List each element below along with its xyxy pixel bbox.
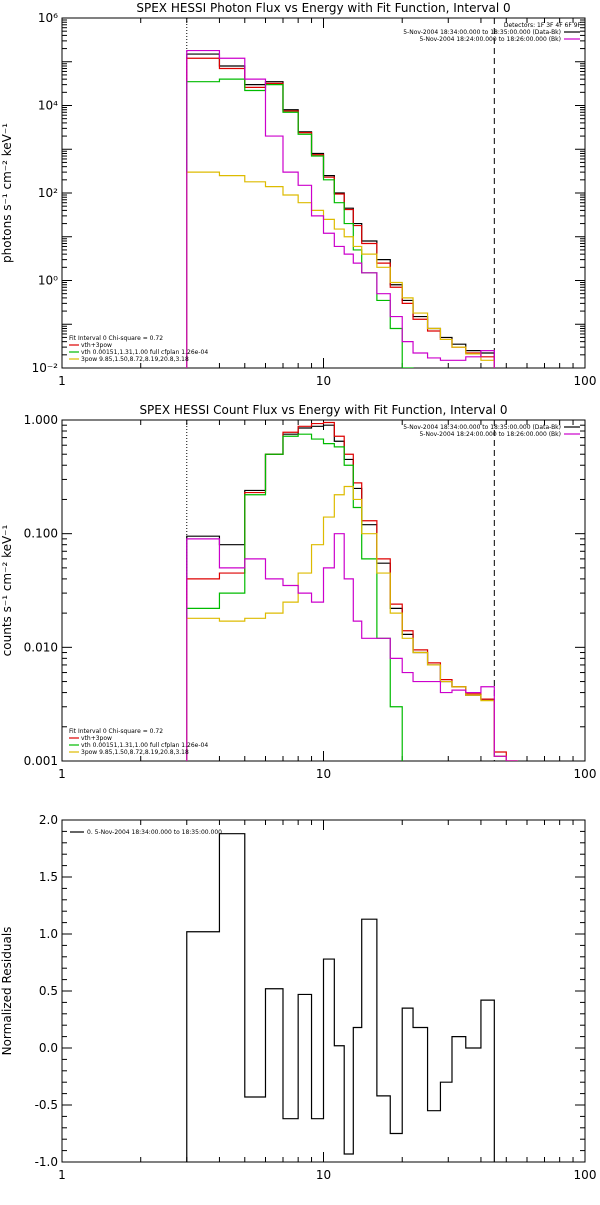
panel-resid: Normalized Residuals 1 10 100 -1.0 -0.5 0.0 0.5…	[0, 813, 596, 1182]
y-axis-label: photons s⁻¹ cm⁻² keV⁻¹	[0, 123, 14, 263]
panel-count: SPEX HESSI Count Flux vs Energy with Fit…	[0, 403, 596, 781]
x-tick-label: 100	[574, 767, 597, 781]
legend-entry: 5-Nov-2004 18:24:00.000 to 18:26:00.000 …	[419, 36, 561, 43]
y-tick-label: 1.000	[24, 413, 58, 427]
series-line-4	[186, 49, 495, 368]
plot-frame	[61, 17, 586, 369]
y-tick-label: 2.0	[39, 813, 58, 827]
x-tick-label: 10	[316, 1168, 331, 1182]
y-tick-label: 0.001	[24, 754, 58, 768]
series-line-0	[186, 53, 495, 368]
x-tick-label: 10	[316, 374, 331, 388]
y-tick-label: 10⁶	[38, 11, 58, 25]
y-tick-label: -1.0	[35, 1155, 58, 1169]
y-tick-label: 1.5	[39, 870, 58, 884]
legend-entry: 0. 5-Nov-2004 18:34:00.000 to 18:35:00.0…	[87, 829, 222, 836]
chart-title: SPEX HESSI Photon Flux vs Energy with Fi…	[136, 1, 510, 15]
series-line-4	[186, 533, 518, 761]
legend-entry: vth+3pow	[81, 342, 112, 349]
series-line-3	[186, 485, 518, 761]
legend-entry: vth 0.00151,1.31,1.00 full cfplan 1.26e-…	[81, 349, 208, 356]
chart-title: SPEX HESSI Count Flux vs Energy with Fit…	[139, 403, 507, 417]
legend-entry: 3pow 9.85,1.50,8.72,8.19,20.8,3.18	[81, 749, 189, 756]
x-tick-label: 1	[58, 767, 66, 781]
series-line-1	[186, 57, 495, 368]
x-tick-label: 10	[316, 767, 331, 781]
legend-entry: 5-Nov-2004 18:24:00.000 to 18:26:00.000 …	[419, 431, 561, 438]
series-group	[186, 833, 495, 1162]
legend-header: Detectors: 1F 3F 4F 6F 9F	[504, 22, 582, 29]
legend-fit-header: Fit Interval 0 Chi-square = 0.72	[69, 728, 163, 735]
legend-entry: 3pow 9.85,1.50,8.72,8.19,20.8,3.18	[81, 356, 189, 363]
series-line-3	[186, 171, 495, 368]
series-line-2	[186, 433, 403, 761]
y-axis-label: counts s⁻¹ cm⁻² keV⁻¹	[0, 524, 14, 656]
legend-entry: 5-Nov-2004 18:34:00.000 to 18:35:00.000 …	[403, 29, 561, 36]
legend-entry: 5-Nov-2004 18:34:00.000 to 18:35:00.000 …	[403, 424, 561, 431]
x-tick-label: 1	[58, 1168, 66, 1182]
legend-entry: vth 0.00151,1.31,1.00 full cfplan 1.26e-…	[81, 742, 208, 749]
y-axis-label: Normalized Residuals	[0, 927, 14, 1056]
x-tick-label: 100	[574, 374, 597, 388]
y-tick-label: 0.010	[24, 640, 58, 654]
legend-entry: vth+3pow	[81, 735, 112, 742]
panel-photon: SPEX HESSI Photon Flux vs Energy with Fi…	[0, 1, 596, 388]
y-tick-label: 10²	[38, 186, 58, 200]
y-tick-label: 0.0	[39, 1041, 58, 1055]
series-line-2	[186, 78, 414, 368]
series-group	[186, 49, 495, 368]
series-line-0	[186, 833, 495, 1162]
x-tick-label: 100	[574, 1168, 597, 1182]
y-tick-label: 0.100	[24, 527, 58, 541]
y-tick-label: 10⁻²	[32, 361, 59, 375]
x-tick-label: 1	[58, 374, 66, 388]
y-tick-label: 10⁰	[38, 274, 58, 288]
legend-fit-header: Fit Interval 0 Chi-square = 0.72	[69, 335, 163, 342]
series-line-0	[186, 424, 518, 761]
y-tick-label: 0.5	[39, 984, 58, 998]
y-tick-label: 1.0	[39, 927, 58, 941]
y-tick-label: -0.5	[35, 1098, 58, 1112]
series-group	[186, 421, 518, 761]
y-tick-label: 10⁴	[38, 99, 58, 113]
